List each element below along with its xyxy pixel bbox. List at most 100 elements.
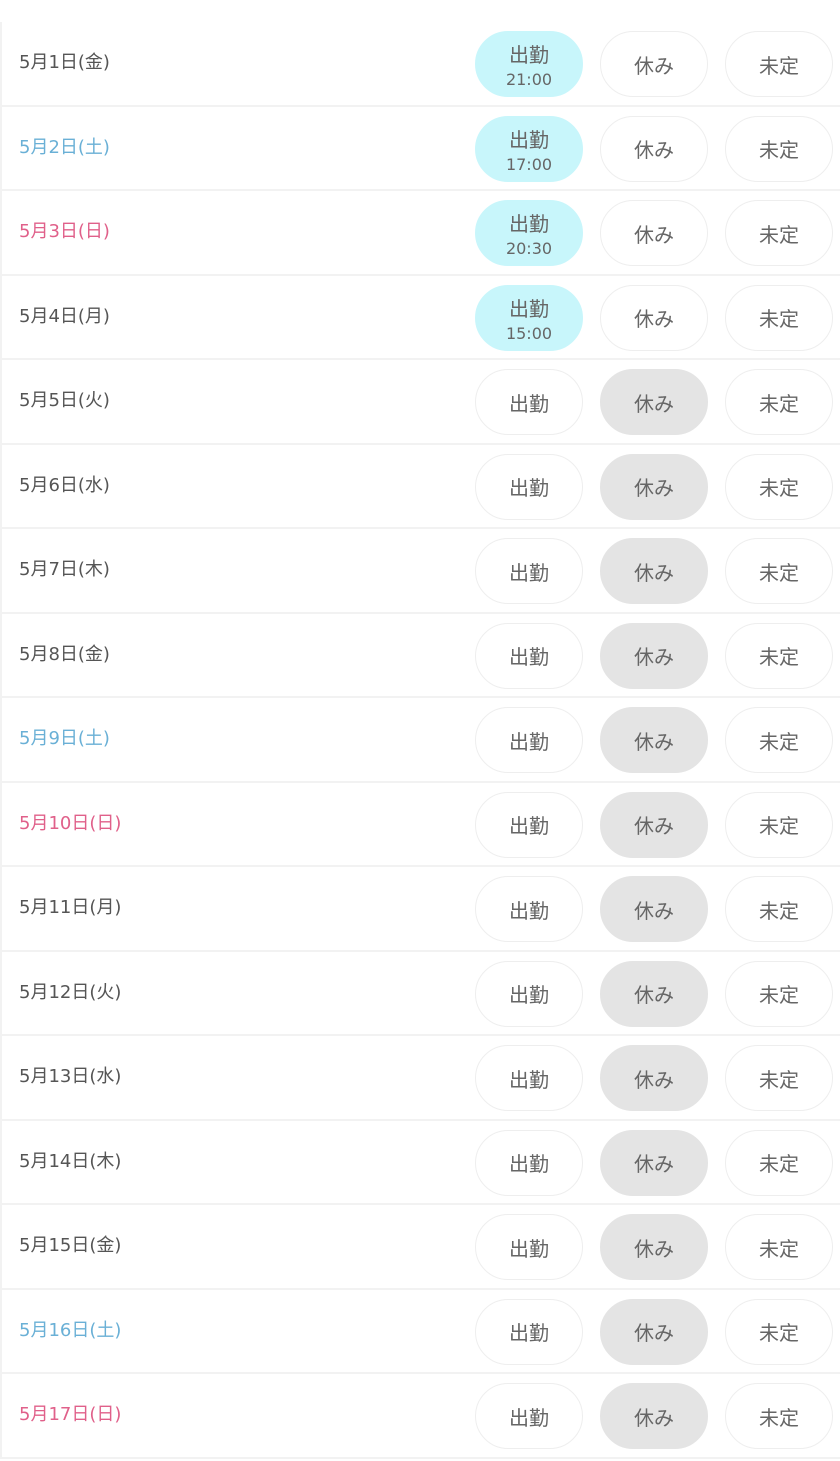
work-button[interactable]: 出勤 bbox=[475, 1214, 583, 1280]
rest-label: 休み bbox=[634, 729, 674, 754]
undecided-label: 未定 bbox=[759, 729, 799, 754]
work-label: 出勤 bbox=[509, 814, 549, 838]
rest-label: 休み bbox=[634, 391, 674, 416]
rest-button[interactable]: 休み bbox=[600, 200, 708, 266]
work-button[interactable]: 出勤 bbox=[475, 369, 583, 435]
day-row: 5月17日(日) 出勤 休み 未定 bbox=[2, 1374, 840, 1459]
rest-button[interactable]: 休み bbox=[600, 1383, 708, 1449]
work-time: 17:00 bbox=[505, 154, 553, 174]
rest-button[interactable]: 休み bbox=[600, 369, 708, 435]
rest-button[interactable]: 休み bbox=[600, 1129, 708, 1196]
undecided-button[interactable]: 未定 bbox=[725, 960, 833, 1027]
rest-button[interactable]: 休み bbox=[600, 453, 708, 520]
day-date: 5月9日(土) bbox=[19, 728, 110, 749]
undecided-button[interactable]: 未定 bbox=[725, 1383, 833, 1449]
day-row: 5月12日(火) 出勤 休み 未定 bbox=[2, 952, 840, 1036]
undecided-button[interactable]: 未定 bbox=[725, 1214, 833, 1280]
rest-button[interactable]: 休み bbox=[600, 538, 708, 604]
day-date: 5月3日(日) bbox=[19, 221, 110, 242]
rest-button[interactable]: 休み bbox=[600, 960, 708, 1027]
undecided-label: 未定 bbox=[759, 1405, 799, 1430]
work-time: 20:30 bbox=[505, 239, 553, 258]
day-row: 5月14日(木) 出勤 休み 未定 bbox=[2, 1121, 840, 1205]
undecided-button[interactable]: 未定 bbox=[725, 707, 833, 773]
day-date: 5月6日(水) bbox=[19, 474, 110, 496]
rest-label: 休み bbox=[634, 898, 674, 923]
schedule-list: 5月1日(金) 出勤 21:00 休み 未定 5月2日(土) 出勤 17:00 休み… bbox=[0, 22, 840, 1459]
undecided-button[interactable]: 未定 bbox=[725, 1298, 833, 1365]
work-button[interactable]: 出勤 21:00 bbox=[475, 31, 583, 97]
rest-button[interactable]: 休み bbox=[600, 284, 708, 351]
undecided-button[interactable]: 未定 bbox=[725, 538, 833, 604]
work-button[interactable]: 出勤 bbox=[475, 1045, 583, 1111]
work-button[interactable]: 出勤 15:00 bbox=[475, 284, 583, 351]
work-button[interactable]: 出勤 bbox=[475, 622, 583, 689]
undecided-button[interactable]: 未定 bbox=[725, 369, 833, 435]
work-label: 出勤 bbox=[509, 1067, 549, 1092]
work-button[interactable]: 出勤 bbox=[475, 707, 583, 773]
undecided-button[interactable]: 未定 bbox=[725, 284, 833, 351]
work-button[interactable]: 出勤 bbox=[475, 538, 583, 604]
undecided-label: 未定 bbox=[759, 814, 799, 838]
undecided-label: 未定 bbox=[759, 1236, 799, 1261]
day-row: 5月16日(土) 出勤 休み 未定 bbox=[2, 1290, 840, 1374]
day-date: 5月2日(土) bbox=[19, 136, 110, 158]
work-label: 出勤 bbox=[509, 983, 549, 1007]
work-label: 出勤 bbox=[509, 560, 549, 585]
rest-button[interactable]: 休み bbox=[600, 1045, 708, 1111]
day-date: 5月7日(木) bbox=[19, 559, 110, 580]
work-button[interactable]: 出勤 bbox=[475, 453, 583, 520]
work-button[interactable]: 出勤 bbox=[475, 791, 583, 858]
rest-button[interactable]: 休み bbox=[600, 115, 708, 182]
undecided-button[interactable]: 未定 bbox=[725, 1129, 833, 1196]
rest-label: 休み bbox=[634, 560, 674, 585]
work-button[interactable]: 出勤 bbox=[475, 1383, 583, 1449]
undecided-label: 未定 bbox=[759, 645, 799, 669]
rest-label: 休み bbox=[634, 1152, 674, 1176]
day-row: 5月15日(金) 出勤 休み 未定 bbox=[2, 1205, 840, 1290]
undecided-label: 未定 bbox=[759, 983, 799, 1007]
rest-button[interactable]: 休み bbox=[600, 791, 708, 858]
rest-button[interactable]: 休み bbox=[600, 876, 708, 942]
undecided-button[interactable]: 未定 bbox=[725, 200, 833, 266]
rest-button[interactable]: 休み bbox=[600, 707, 708, 773]
day-row: 5月7日(木) 出勤 休み 未定 bbox=[2, 529, 840, 614]
undecided-button[interactable]: 未定 bbox=[725, 791, 833, 858]
work-label: 出勤 bbox=[509, 1236, 549, 1261]
day-row: 5月2日(土) 出勤 17:00 休み 未定 bbox=[2, 107, 840, 191]
undecided-button[interactable]: 未定 bbox=[725, 31, 833, 97]
rest-button[interactable]: 休み bbox=[600, 31, 708, 97]
rest-label: 休み bbox=[634, 645, 674, 669]
undecided-label: 未定 bbox=[759, 391, 799, 416]
work-button[interactable]: 出勤 20:30 bbox=[475, 200, 583, 266]
undecided-button[interactable]: 未定 bbox=[725, 876, 833, 942]
day-date: 5月11日(月) bbox=[19, 897, 122, 918]
work-button[interactable]: 出勤 bbox=[475, 1298, 583, 1365]
work-button[interactable]: 出勤 17:00 bbox=[475, 115, 583, 182]
undecided-button[interactable]: 未定 bbox=[725, 1045, 833, 1111]
undecided-label: 未定 bbox=[759, 1321, 799, 1345]
day-date: 5月4日(月) bbox=[19, 305, 110, 327]
rest-label: 休み bbox=[634, 476, 674, 500]
undecided-button[interactable]: 未定 bbox=[725, 622, 833, 689]
rest-button[interactable]: 休み bbox=[600, 1298, 708, 1365]
work-button[interactable]: 出勤 bbox=[475, 876, 583, 942]
rest-button[interactable]: 休み bbox=[600, 622, 708, 689]
work-label: 出勤 bbox=[509, 1152, 549, 1176]
work-label: 出勤 bbox=[509, 1321, 549, 1345]
day-date: 5月5日(火) bbox=[19, 390, 110, 411]
work-label: 出勤 bbox=[509, 898, 549, 923]
undecided-label: 未定 bbox=[759, 53, 799, 78]
day-row: 5月13日(水) 出勤 休み 未定 bbox=[2, 1036, 840, 1121]
work-button[interactable]: 出勤 bbox=[475, 1129, 583, 1196]
day-row: 5月1日(金) 出勤 21:00 休み 未定 bbox=[2, 22, 840, 107]
day-row: 5月4日(月) 出勤 15:00 休み 未定 bbox=[2, 276, 840, 360]
work-button[interactable]: 出勤 bbox=[475, 960, 583, 1027]
undecided-button[interactable]: 未定 bbox=[725, 115, 833, 182]
day-row: 5月6日(水) 出勤 休み 未定 bbox=[2, 445, 840, 529]
day-date: 5月12日(火) bbox=[19, 981, 122, 1003]
rest-button[interactable]: 休み bbox=[600, 1214, 708, 1280]
undecided-button[interactable]: 未定 bbox=[725, 453, 833, 520]
work-label: 出勤 bbox=[509, 645, 549, 669]
rest-label: 休み bbox=[634, 222, 674, 247]
